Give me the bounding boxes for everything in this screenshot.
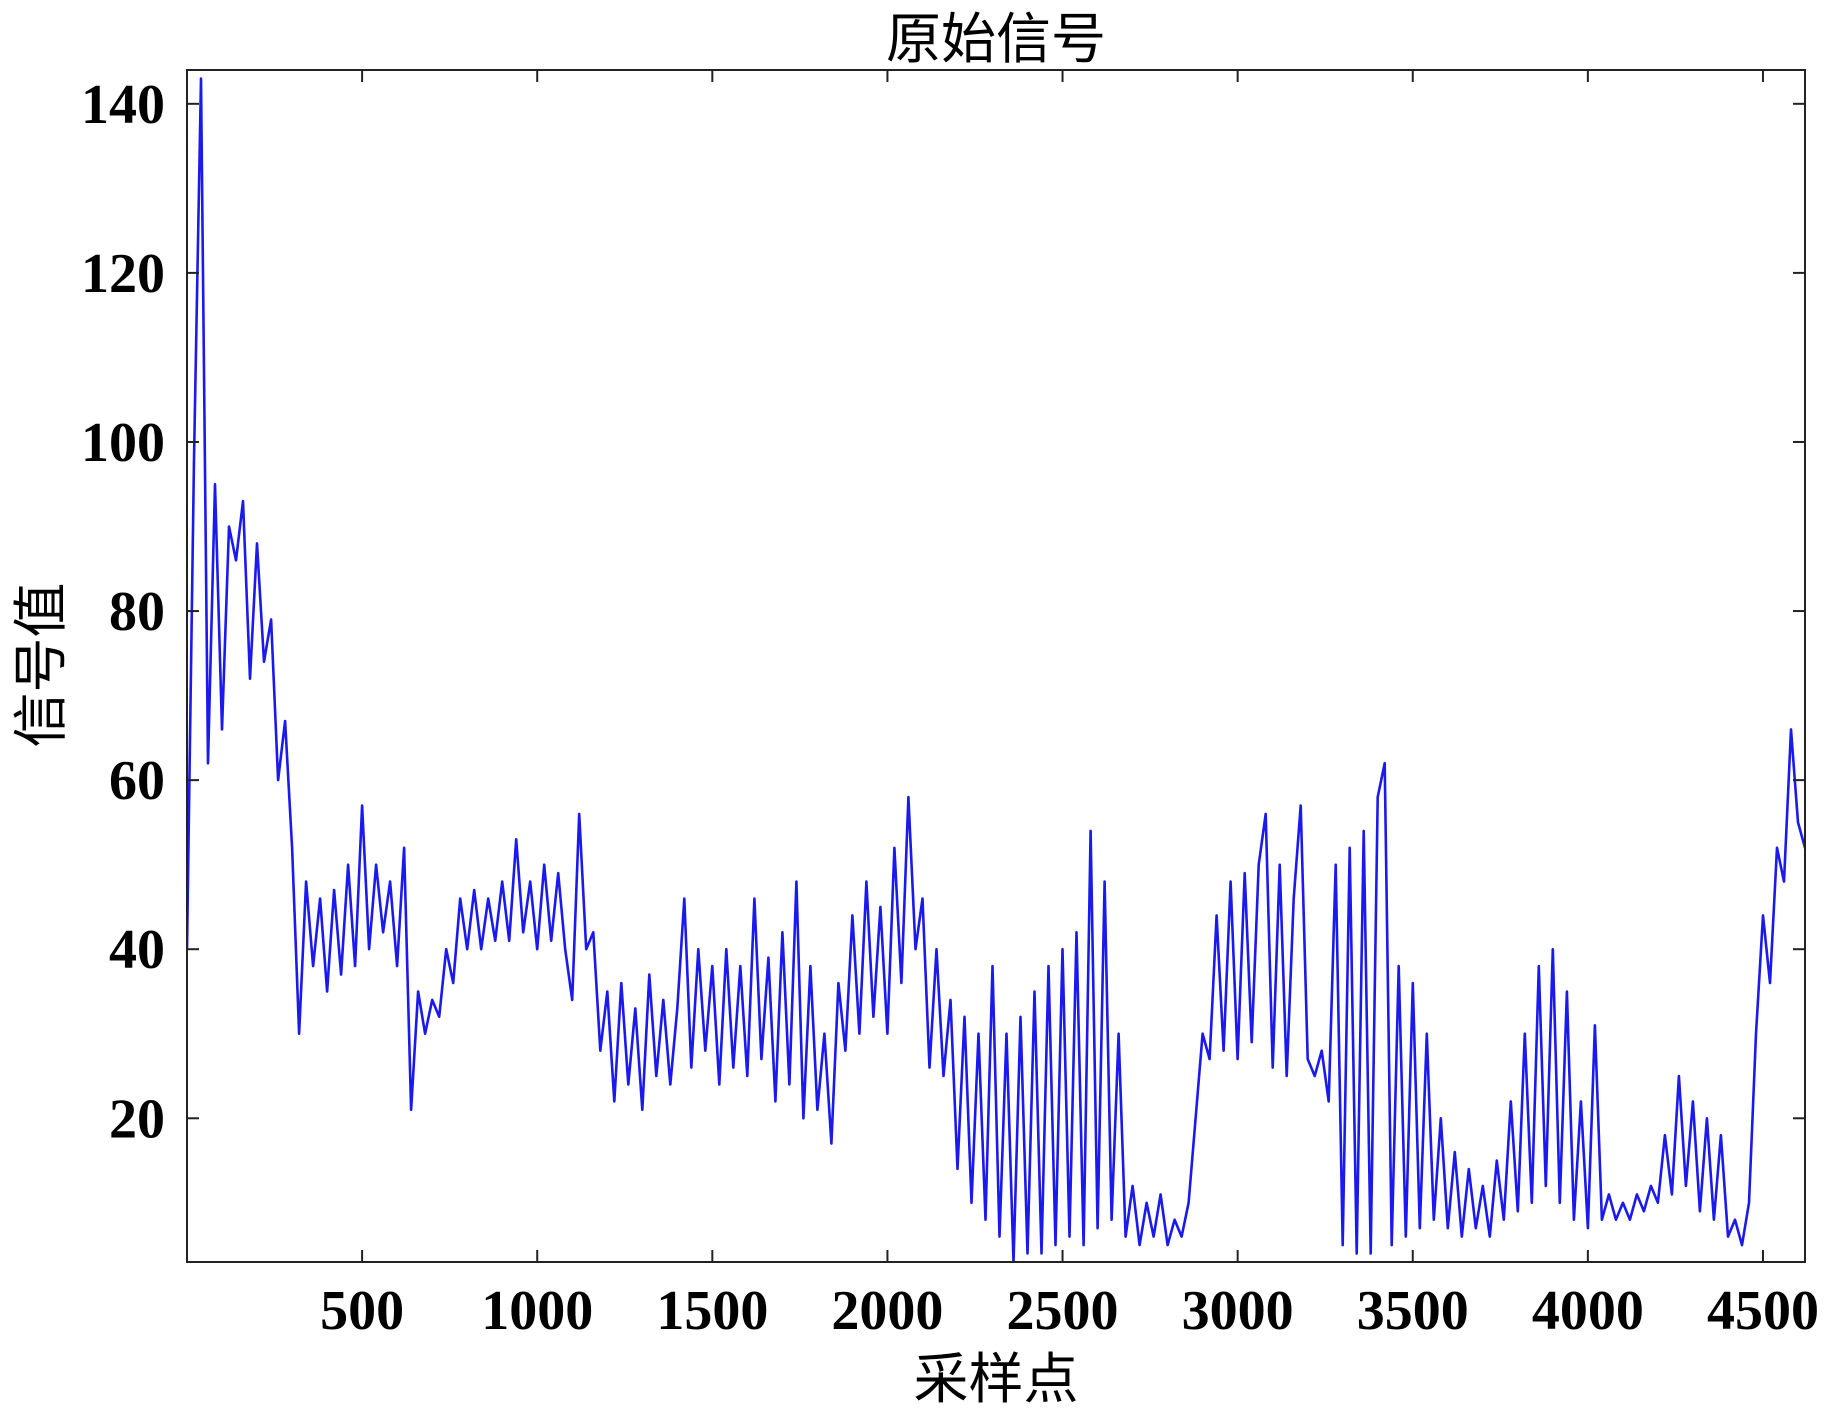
signal-line [187,77,1805,1262]
series-layer [187,77,1805,1262]
y-axis-label: 信号值 [9,582,73,747]
y-tick-label: 20 [109,1088,165,1150]
x-tick-label: 500 [320,1280,404,1342]
y-tick-labels: 20 40 60 80 100 120 140 [81,74,165,1150]
y-tick-label: 80 [109,581,165,643]
y-tick-label: 100 [81,412,165,474]
x-tick-label: 4000 [1532,1280,1644,1342]
y-tick-label: 60 [109,750,165,812]
x-tick-label: 2500 [1007,1280,1119,1342]
x-tick-labels: 500 1000 1500 2000 2500 3000 3500 4000 4500 [320,1280,1819,1342]
x-tick-label: 3500 [1357,1280,1469,1342]
y-tick-label: 120 [81,243,165,305]
x-tick-label: 4500 [1707,1280,1819,1342]
y-tick-label: 40 [109,919,165,981]
y-tick-label: 140 [81,74,165,136]
plot-frame [186,69,1806,1263]
x-tick-label: 1000 [481,1280,593,1342]
x-tick-label: 1500 [656,1280,768,1342]
x-axis-label: 采样点 [913,1347,1078,1411]
tick-marks [187,70,1805,1262]
chart-title: 原始信号 [886,7,1106,71]
x-tick-label: 2000 [831,1280,943,1342]
x-tick-label: 3000 [1182,1280,1294,1342]
